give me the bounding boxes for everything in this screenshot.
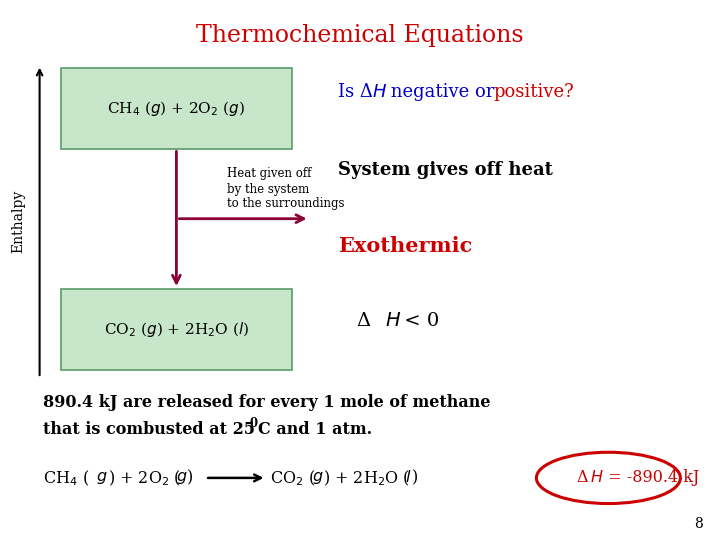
Text: Is Δ: Is Δ [338,83,373,101]
Text: 890.4 kJ are released for every 1 mole of methane: 890.4 kJ are released for every 1 mole o… [43,394,491,411]
Text: Exothermic: Exothermic [338,235,473,256]
Text: $\it{g}$: $\it{g}$ [96,469,108,487]
Text: Heat given off
by the system
to the surroundings: Heat given off by the system to the surr… [227,167,344,211]
Text: C and 1 atm.: C and 1 atm. [258,421,372,438]
Text: $\it{H}$: $\it{H}$ [385,312,401,330]
Text: ): ) [187,469,194,487]
Text: positive?: positive? [493,83,574,101]
Text: ) + 2H$_2$O (: ) + 2H$_2$O ( [323,468,410,488]
FancyBboxPatch shape [61,289,292,370]
Text: ) + 2O$_2$ (: ) + 2O$_2$ ( [108,468,181,488]
Text: $\it{g}$: $\it{g}$ [312,469,323,487]
Text: < 0: < 0 [398,312,439,330]
Text: CO$_2$ ($\it{g}$) + 2H$_2$O ($\it{l}$): CO$_2$ ($\it{g}$) + 2H$_2$O ($\it{l}$) [104,320,249,339]
Text: negative or: negative or [385,83,500,101]
Text: $\it{l}$: $\it{l}$ [405,469,412,487]
Text: that is combusted at 25: that is combusted at 25 [43,421,255,438]
Text: ): ) [412,469,418,487]
Text: Δ: Δ [576,469,588,487]
Text: $\it{H}$: $\it{H}$ [372,83,387,101]
Text: 0: 0 [249,417,257,430]
Text: $\it{g}$: $\it{g}$ [176,469,187,487]
Text: System gives off heat: System gives off heat [338,161,553,179]
Text: CO$_2$ (: CO$_2$ ( [270,468,315,488]
Text: Δ: Δ [356,312,371,330]
Text: 8: 8 [694,517,703,531]
Text: $\it{H}$: $\it{H}$ [590,469,604,487]
Text: Thermochemical Equations: Thermochemical Equations [196,24,524,48]
Text: CH$_4$ ($\it{g}$) + 2O$_2$ ($\it{g}$): CH$_4$ ($\it{g}$) + 2O$_2$ ($\it{g}$) [107,98,246,118]
Text: Enthalpy: Enthalpy [11,190,25,253]
FancyBboxPatch shape [61,68,292,148]
Text: = -890.4 kJ: = -890.4 kJ [603,469,700,487]
Text: CH$_4$ (: CH$_4$ ( [43,468,89,488]
